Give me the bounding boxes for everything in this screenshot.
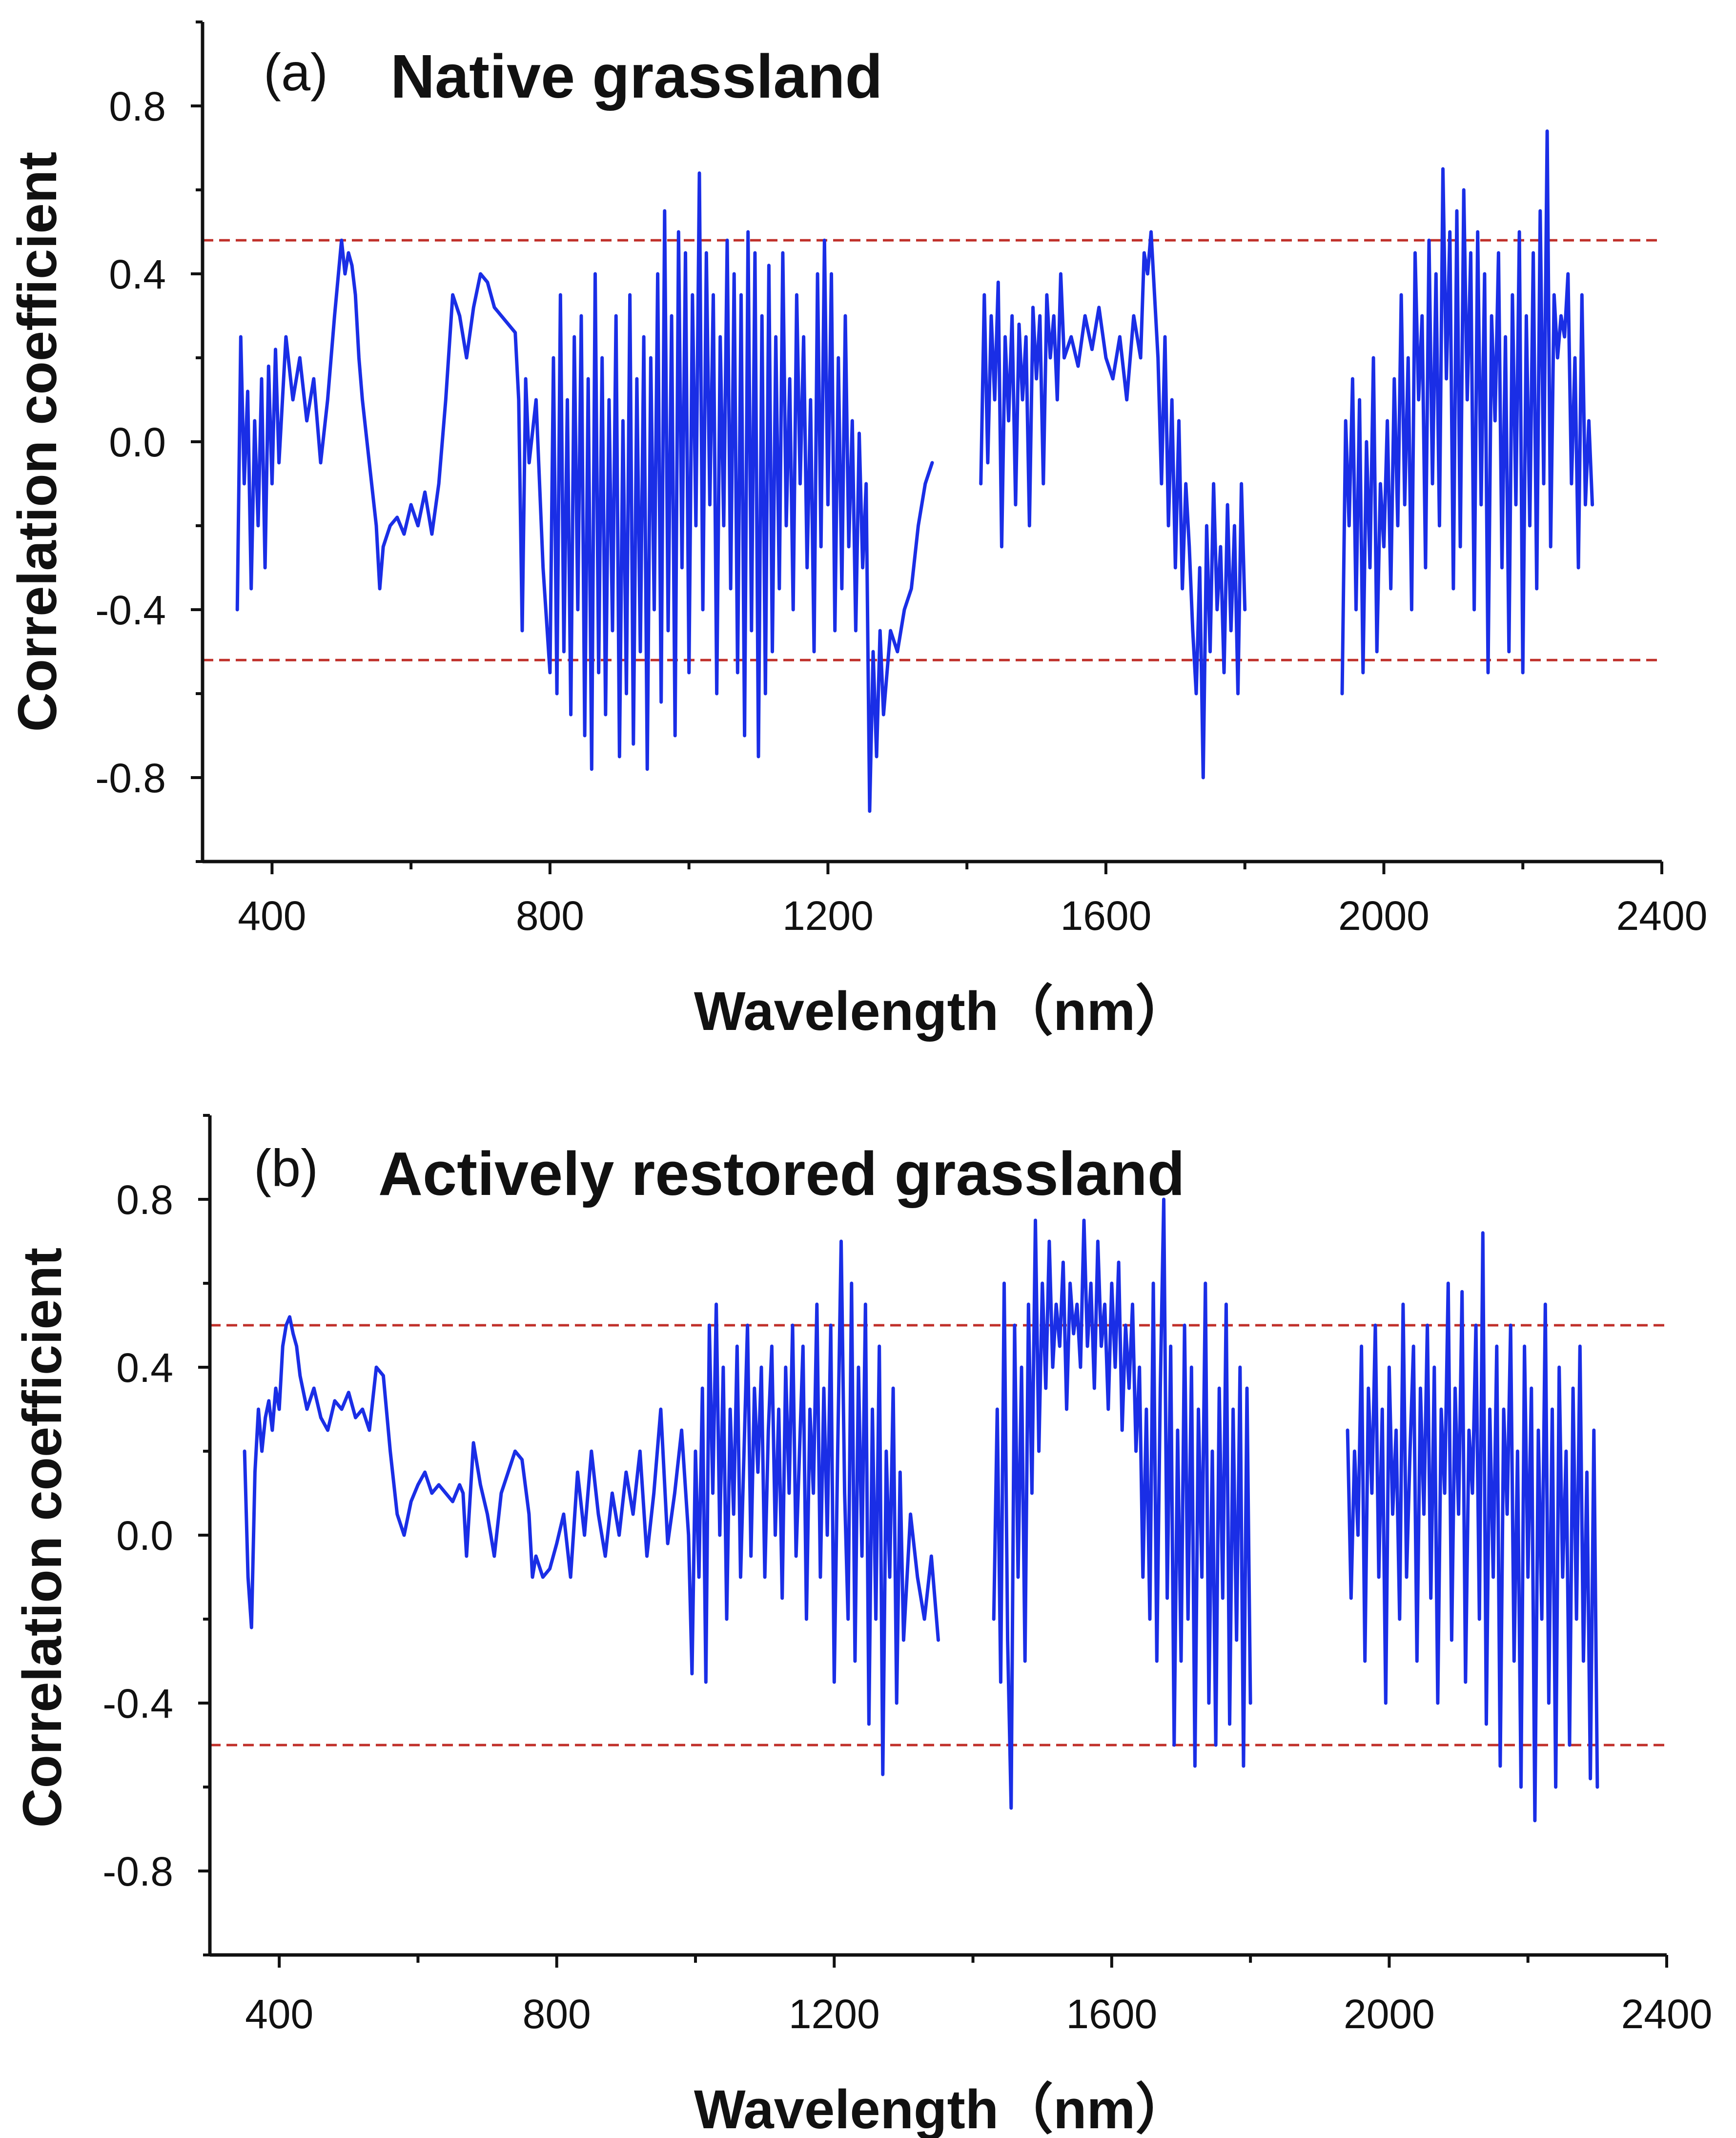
panel-label: (b) <box>254 1138 318 1197</box>
series-line-segment-3 <box>1346 1231 1599 1823</box>
panel-a: (a) Native grassland Wavelength（nm） Corr… <box>7 21 1707 1042</box>
y-axis-title: Correlation coefficient <box>12 1248 73 1828</box>
x-tick-label: 800 <box>516 893 584 939</box>
axes <box>208 1115 1667 1957</box>
chart-title: Actively restored grassland <box>378 1139 1185 1208</box>
x-tick-label: 800 <box>523 1991 591 2037</box>
series-line-segment-2 <box>979 230 1247 780</box>
y-tick-label: -0.8 <box>95 755 166 801</box>
y-tick-label: -0.4 <box>95 587 166 633</box>
panel-label: (a) <box>264 42 328 102</box>
x-tick-labels: 400 800 1200 1600 2000 2400 <box>245 1991 1712 2037</box>
series-line-segment-1 <box>235 171 934 813</box>
x-tick-label: 2000 <box>1344 1991 1435 2037</box>
axes <box>201 22 1662 863</box>
x-tick-label: 1600 <box>1061 893 1152 939</box>
chart-title: Native grassland <box>390 42 882 111</box>
x-axis-title: Wavelength（nm） <box>694 2079 1190 2138</box>
y-axis-title: Correlation coefficient <box>7 152 68 732</box>
y-tick-labels: 0.8 0.4 0.0 -0.4 -0.8 <box>95 83 166 801</box>
series-line-segment-3 <box>1340 129 1594 696</box>
x-axis-title: Wavelength（nm） <box>694 981 1190 1042</box>
y-tick-label: 0.8 <box>116 1177 173 1223</box>
x-tick-label: 2400 <box>1616 893 1708 939</box>
x-tick-labels: 400 800 1200 1600 2000 2400 <box>238 893 1707 939</box>
data-series <box>235 129 1594 813</box>
tick-marks <box>191 21 1663 874</box>
x-tick-label: 400 <box>245 1991 313 2037</box>
panel-b: (b) Actively restored grassland Waveleng… <box>12 1114 1712 2138</box>
tick-marks <box>198 1114 1668 1968</box>
threshold-lines <box>210 1324 1667 1747</box>
series-line-segment-1 <box>243 1239 940 1776</box>
y-tick-label: 0.0 <box>109 419 166 465</box>
series-line-segment-2 <box>992 1197 1252 1810</box>
x-tick-label: 1600 <box>1066 1991 1157 2037</box>
x-tick-label: 1200 <box>789 1991 880 2037</box>
x-tick-label: 2000 <box>1338 893 1430 939</box>
x-tick-label: 2400 <box>1621 1991 1713 2037</box>
y-tick-label: 0.8 <box>109 83 166 129</box>
x-tick-label: 400 <box>238 893 306 939</box>
threshold-lines <box>203 239 1662 661</box>
data-series <box>243 1197 1599 1823</box>
y-tick-labels: 0.8 0.4 0.0 -0.4 -0.8 <box>102 1177 173 1894</box>
y-tick-label: 0.0 <box>116 1513 173 1559</box>
y-tick-label: -0.4 <box>102 1681 173 1727</box>
y-tick-label: 0.4 <box>116 1345 173 1391</box>
y-tick-label: 0.4 <box>109 251 166 297</box>
x-tick-label: 1200 <box>782 893 874 939</box>
y-tick-label: -0.8 <box>102 1849 173 1894</box>
